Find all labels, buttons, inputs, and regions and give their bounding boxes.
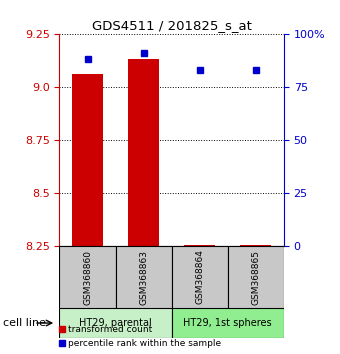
Text: HT29, 1st spheres: HT29, 1st spheres (184, 318, 272, 328)
Text: GSM368860: GSM368860 (83, 250, 92, 304)
Bar (172, 246, 228, 308)
Bar (72, 74, 103, 246)
Bar (59, 246, 116, 308)
Bar (240, 245, 271, 246)
Bar (116, 246, 172, 308)
Bar (59, 308, 172, 338)
Text: GSM368863: GSM368863 (139, 250, 148, 304)
Legend: transformed count, percentile rank within the sample: transformed count, percentile rank withi… (59, 325, 221, 348)
Text: cell line: cell line (3, 318, 46, 328)
Bar (128, 59, 159, 246)
Text: GSM368864: GSM368864 (195, 250, 204, 304)
Text: GSM368865: GSM368865 (251, 250, 260, 304)
Bar (228, 246, 284, 308)
Bar (184, 245, 215, 246)
Title: GDS4511 / 201825_s_at: GDS4511 / 201825_s_at (92, 19, 252, 33)
Text: HT29, parental: HT29, parental (79, 318, 152, 328)
Bar (172, 308, 284, 338)
